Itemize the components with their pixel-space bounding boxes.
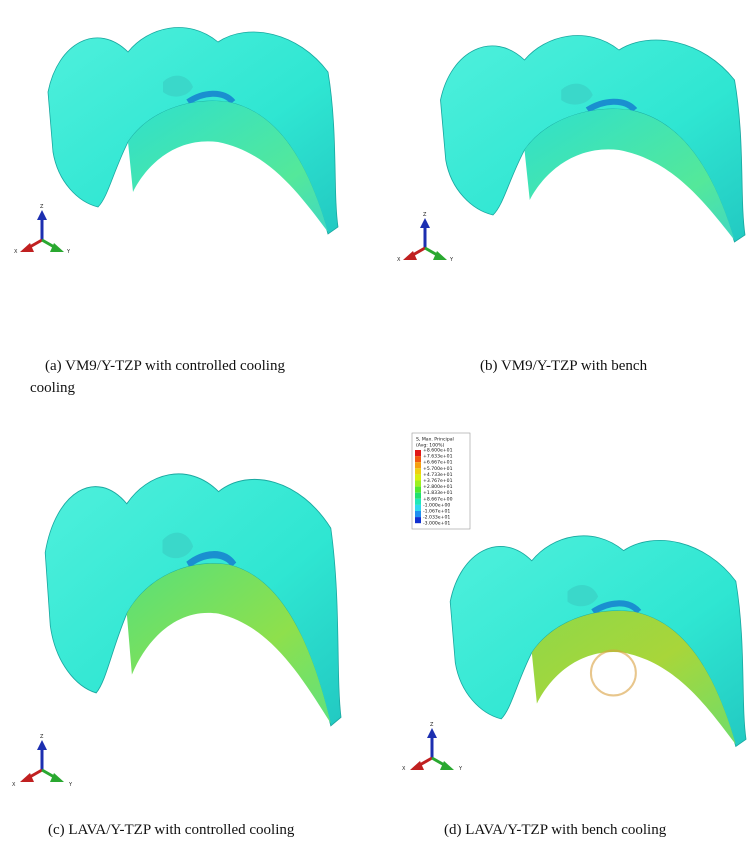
axis-y: Y (68, 782, 73, 788)
legend-swatch (415, 462, 421, 469)
legend-label: +7.633e+01 (423, 454, 453, 460)
tooth-d (450, 536, 746, 747)
legend-swatch (415, 498, 421, 505)
legend-swatch (415, 517, 421, 524)
legend-swatch (415, 511, 421, 518)
axis-x: X (402, 766, 406, 772)
legend-label: +2.800e+01 (423, 484, 453, 490)
legend-swatch (415, 480, 421, 487)
legend-label: +3.767e+01 (423, 478, 453, 484)
axis-triad-b: Z X Y (397, 212, 454, 263)
legend-title: S, Max. Principal (416, 437, 454, 443)
legend-subtitle: (Avg: 100%) (416, 443, 444, 449)
axis-y: Y (449, 257, 454, 263)
legend-label: +4.733e+01 (423, 472, 453, 478)
legend-swatch (415, 468, 421, 475)
legend-box (411, 432, 471, 530)
caption-a-continued: cooling (30, 380, 75, 396)
axis-x: X (12, 782, 16, 788)
tooth-a (48, 28, 338, 234)
legend: S, Max. Principal (Avg: 100%) +8.600e+01… (411, 432, 471, 530)
axis-z: Z (40, 734, 44, 740)
axis-x: X (14, 249, 18, 255)
axis-y: Y (458, 766, 463, 772)
legend-label: +1.833e+01 (423, 490, 453, 496)
legend-label: -2.033e+01 (423, 515, 450, 521)
legend-swatch (415, 504, 421, 511)
tooth-c (45, 474, 341, 726)
legend-swatch (415, 456, 421, 463)
axis-z: Z (40, 204, 44, 210)
legend-label: -1.067e+01 (423, 509, 450, 515)
legend-label: -1.000e+00 (423, 502, 450, 508)
legend-swatch (415, 486, 421, 493)
axis-triad-d: Z X Y (402, 722, 463, 772)
axis-x: X (397, 257, 401, 263)
legend-label: +8.600e+01 (423, 448, 453, 454)
axis-triad-c: Z X Y (12, 734, 73, 788)
tooth-b (441, 36, 746, 242)
legend-swatch (415, 450, 421, 457)
axis-z: Z (430, 722, 434, 728)
caption-a: (a) VM9/Y-TZP with controlled cooling (45, 358, 285, 374)
caption-c: (c) LAVA/Y-TZP with controlled cooling (48, 822, 295, 838)
legend-swatch (415, 492, 421, 499)
legend-label: +8.667e+00 (423, 496, 453, 502)
legend-label: -3.000e+01 (423, 521, 450, 527)
legend-swatch (415, 474, 421, 481)
caption-d: (d) LAVA/Y-TZP with bench cooling (444, 822, 667, 838)
caption-b: (b) VM9/Y-TZP with bench (480, 358, 648, 374)
axis-y: Y (66, 249, 71, 255)
legend-label: +6.667e+01 (423, 460, 453, 466)
axis-z: Z (423, 212, 427, 218)
axis-triad-a: Z X Y (14, 204, 71, 255)
legend-label: +5.700e+01 (423, 466, 453, 472)
